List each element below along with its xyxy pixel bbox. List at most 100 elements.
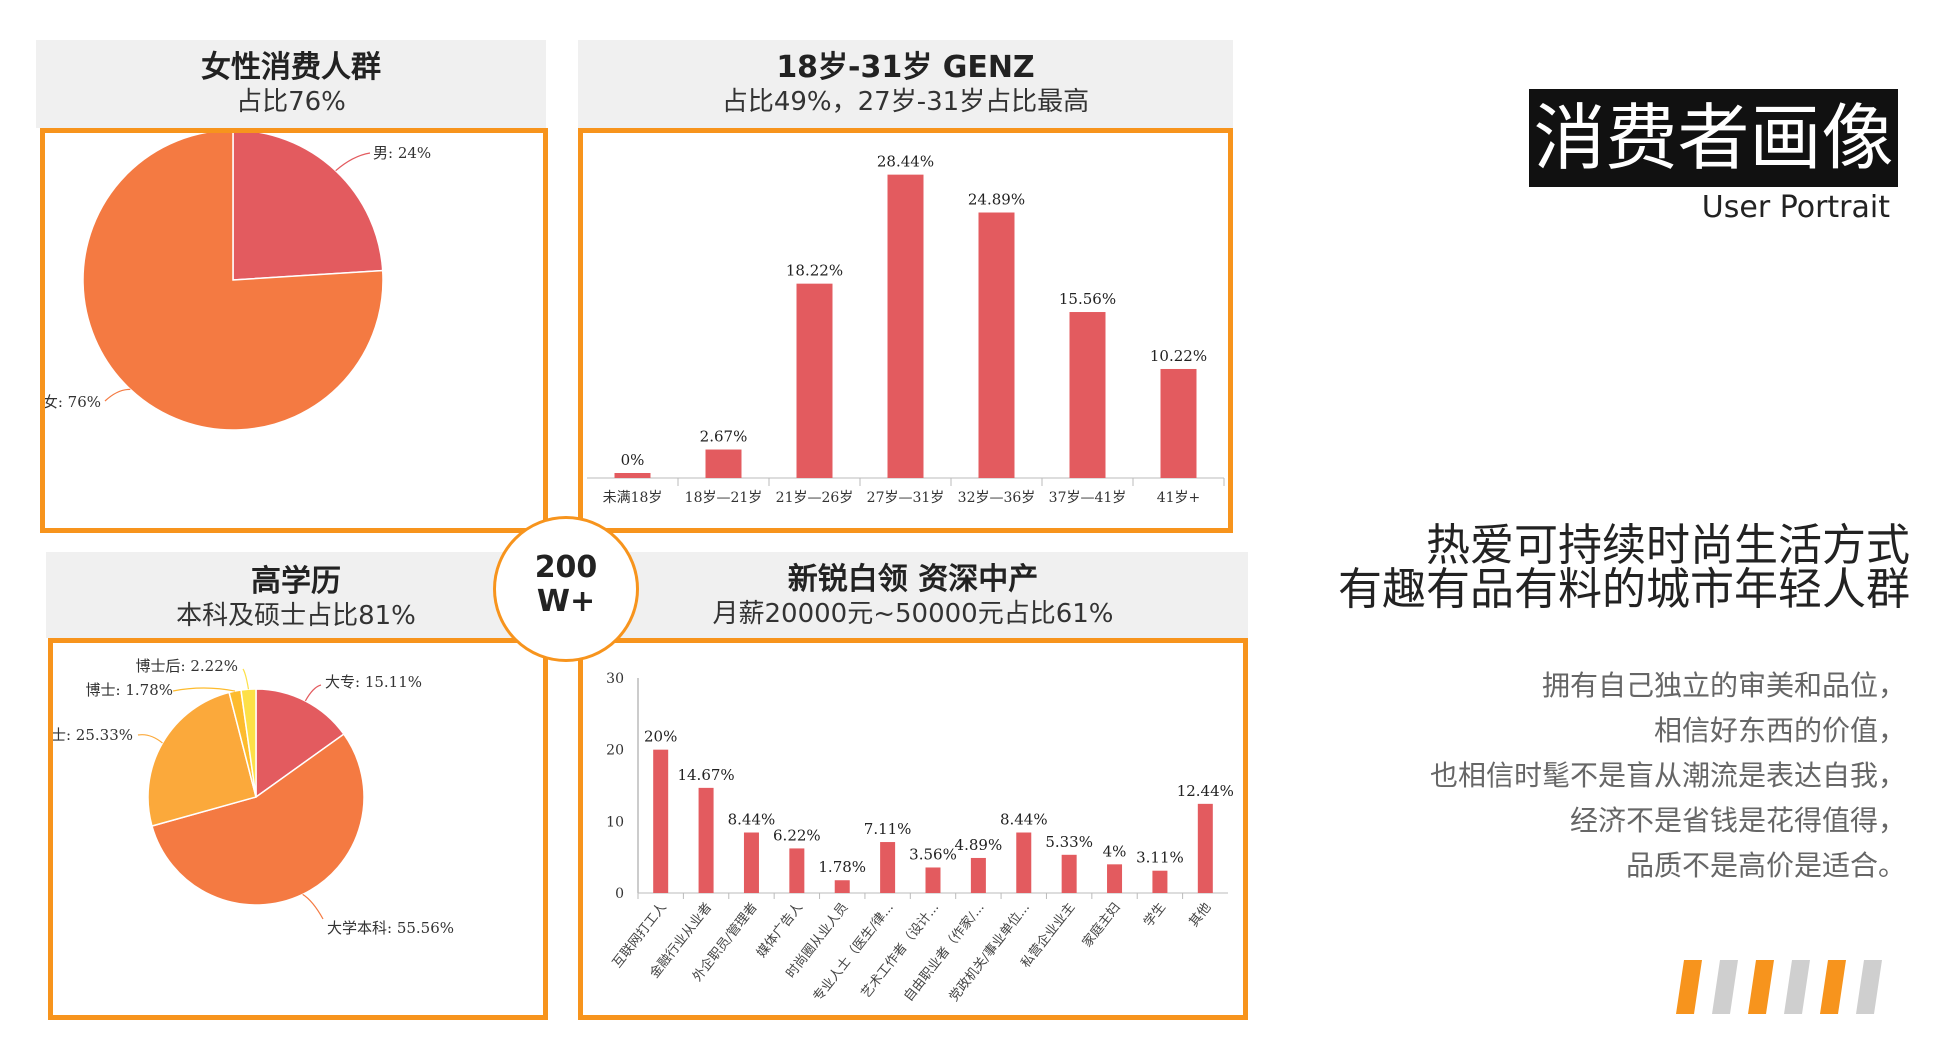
gender-pie-chart: 男: 24% 女: 76% <box>43 129 431 431</box>
bar <box>925 867 941 893</box>
bar-value-label: 10.22% <box>1150 347 1207 365</box>
bar <box>705 449 742 478</box>
x-tick-label: 其他 <box>1187 900 1215 930</box>
bar-value-label: 0% <box>621 451 645 469</box>
pie-slice-label: 硕士: 25.33% <box>53 726 133 744</box>
gender-panel-header: 女性消费人群 占比76% <box>36 40 546 128</box>
bar <box>1069 312 1106 478</box>
bar <box>1061 854 1077 893</box>
bar <box>1107 864 1123 893</box>
pie-leader-line <box>137 734 163 744</box>
bar-value-label: 4% <box>1103 842 1127 860</box>
x-tick-label: 党政机关/事业单位... <box>947 900 1033 1004</box>
bar <box>880 842 896 893</box>
pie-slice-label: 大专: 15.11% <box>325 673 422 691</box>
bar-value-label: 20% <box>644 728 677 746</box>
description-line: 品质不是高价是适合。 <box>1625 849 1906 882</box>
age-bar-chart: 0% 未满18岁 2.67% 18岁—21岁 18.22% 21岁—26岁 28.44% 27… <box>587 153 1225 506</box>
bar <box>1152 870 1168 893</box>
bar-value-label: 4.89% <box>955 836 1003 854</box>
stripe <box>1856 960 1882 1014</box>
bar-value-label: 6.22% <box>773 826 821 844</box>
occupation-panel-subtitle: 月薪20000元~50000元占比61% <box>712 599 1114 629</box>
bar-value-label: 12.44% <box>1177 782 1234 800</box>
occupation-bar-chart: 010203020%互联网打工人14.67%金融行业从业者8.44%外企职员/管… <box>606 671 1234 1005</box>
bar-value-label: 1.78% <box>818 858 866 876</box>
description-block: 拥有自己独立的审美和品位， 相信好东西的价值， 也相信时髦不是盲从潮流是表达自我… <box>1300 663 1906 888</box>
bar-value-label: 7.11% <box>864 820 912 838</box>
pie-leader-line <box>302 893 324 920</box>
pie-slice-label: 大学本科: 55.56% <box>327 919 454 937</box>
bar <box>1197 803 1213 893</box>
x-tick-label: 41岁+ <box>1157 490 1201 506</box>
bar <box>698 787 714 893</box>
bar <box>743 832 759 893</box>
pie-leader-line <box>242 668 250 690</box>
page-subtitle: User Portrait <box>1701 190 1890 225</box>
bar <box>1016 832 1032 893</box>
x-tick-label: 专业人士（医生/律... <box>811 900 897 1004</box>
stripe <box>1676 960 1702 1014</box>
x-tick-label: 自由职业者（作家/... <box>901 900 988 1005</box>
x-tick-label: 学生 <box>1140 900 1169 930</box>
pie-leader-line <box>335 152 371 172</box>
stripe <box>1748 960 1774 1014</box>
x-tick-label: 艺术工作者（设计... <box>859 900 942 1001</box>
bar <box>834 880 850 893</box>
y-tick-label: 20 <box>606 743 624 759</box>
bar <box>614 473 651 478</box>
x-tick-label: 18岁—21岁 <box>685 490 763 506</box>
stripe <box>1820 960 1846 1014</box>
pie-slice <box>82 129 384 431</box>
bar-value-label: 28.44% <box>877 153 934 171</box>
badge-unit: W+ <box>536 584 596 619</box>
page-title: 消费者画像 <box>1529 89 1898 187</box>
pie-slice <box>232 129 384 281</box>
age-panel-title: 18岁-31岁 GENZ <box>776 50 1035 85</box>
slogan-line-1: 热爱可持续时尚生活方式 <box>1426 520 1910 571</box>
bar-value-label: 15.56% <box>1059 290 1116 308</box>
pie-slice-label: 博士后: 2.22% <box>136 657 238 675</box>
bar <box>887 174 924 478</box>
pie-slice <box>255 688 345 799</box>
bar-value-label: 8.44% <box>728 811 776 829</box>
gender-chart-frame: 男: 24% 女: 76% <box>40 128 548 533</box>
description-line: 也相信时髦不是盲从潮流是表达自我， <box>1429 759 1906 792</box>
age-chart-frame: 0% 未满18岁 2.67% 18岁—21岁 18.22% 21岁—26岁 28.44% 27… <box>578 128 1233 533</box>
gender-panel-subtitle: 占比76% <box>236 87 346 117</box>
description-line: 拥有自己独立的审美和品位， <box>1541 669 1906 702</box>
bar-value-label: 14.67% <box>677 766 734 784</box>
x-tick-label: 27岁—31岁 <box>867 490 945 506</box>
bar-value-label: 18.22% <box>786 262 843 280</box>
bar-value-label: 3.56% <box>909 845 957 863</box>
age-panel-header: 18岁-31岁 GENZ 占比49%，27岁-31岁占比最高 <box>578 40 1233 128</box>
education-panel-title: 高学历 <box>251 564 341 599</box>
pie-leader-line <box>104 388 131 402</box>
bar <box>978 212 1015 479</box>
bar <box>970 857 986 893</box>
y-tick-label: 10 <box>606 814 624 830</box>
description-line: 经济不是省钱是花得值得， <box>1569 804 1906 837</box>
education-panel-header: 高学历 本科及硕士占比81% <box>46 552 546 638</box>
x-tick-label: 家庭主妇 <box>1079 900 1124 951</box>
stripe <box>1712 960 1738 1014</box>
stripe <box>1784 960 1810 1014</box>
bar-value-label: 3.11% <box>1136 849 1184 867</box>
bar <box>1160 368 1197 478</box>
x-tick-label: 未满18岁 <box>603 490 663 506</box>
pie-leader-line <box>304 684 322 702</box>
bar-value-label: 5.33% <box>1045 833 1093 851</box>
occupation-chart-frame: 0 10 20 30 20% 互联网打工人 14.67% 金融行业从业者 8.44% 外企职员/管… <box>578 638 1248 1020</box>
pie-slice-label: 女: 76% <box>45 393 101 411</box>
pie-leader-line <box>172 687 236 692</box>
bar-value-label: 24.89% <box>968 191 1025 209</box>
bar-value-label: 2.67% <box>700 428 748 446</box>
pie-slice-label: 男: 24% <box>373 144 431 162</box>
gender-panel-title: 女性消费人群 <box>201 50 381 85</box>
bar <box>796 283 833 478</box>
education-pie-chart: 大专: 15.11% 大学本科: 55.56% 硕士: 25.33% 博士: 1.78… <box>36 657 454 937</box>
education-chart-frame: 大专: 15.11% 大学本科: 55.56% 硕士: 25.33% 博士: 1.78… <box>36 638 548 1020</box>
bar <box>789 848 805 893</box>
y-tick-label: 0 <box>615 886 624 902</box>
bar-value-label: 8.44% <box>1000 811 1048 829</box>
